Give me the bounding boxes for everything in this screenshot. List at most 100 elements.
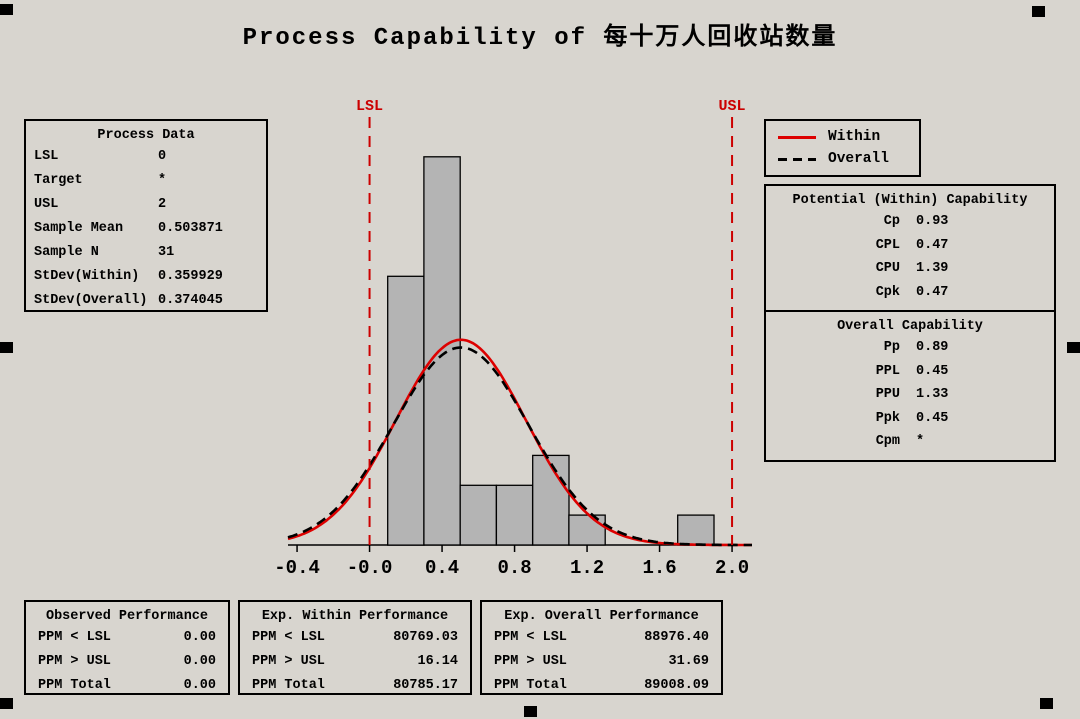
stat-row: PPU 1.33: [766, 383, 1054, 407]
x-tick-label: -0.4: [274, 557, 320, 579]
stat-row: PPM < LSL 0.00: [26, 626, 228, 650]
stat-label: LSL: [34, 149, 59, 164]
stat-row: Sample N 31: [26, 241, 266, 265]
resize-handle-mid-right[interactable]: [1067, 342, 1080, 353]
stat-value: 0.47: [916, 237, 949, 253]
stat-row: Cpk 0.47: [766, 281, 1054, 305]
stat-row: PPM Total 80785.17: [240, 674, 470, 698]
stat-value: 0.45: [916, 363, 949, 379]
within-capability-panel: Potential (Within) Capability Cp 0.93 CPL…: [764, 184, 1056, 312]
stat-value: 0.89: [916, 340, 949, 355]
stat-label: PPL: [875, 363, 900, 379]
x-tick-label: 2.0: [715, 557, 749, 579]
resize-handle-bottom-right[interactable]: [1040, 698, 1053, 709]
stat-row: StDev(Within) 0.359929: [26, 265, 266, 289]
histogram-bar: [532, 454, 570, 546]
within-line-sample-icon: [778, 135, 816, 139]
stat-row: CPU 1.39: [766, 257, 1054, 281]
stat-row: PPM > USL 16.14: [240, 650, 470, 674]
stat-row: PPM < LSL 80769.03: [240, 626, 470, 650]
x-tick-label: -0.0: [347, 557, 393, 579]
resize-handle-mid-left[interactable]: [0, 342, 13, 353]
stat-label: CPL: [875, 237, 900, 253]
stat-label: PPM Total: [252, 678, 325, 693]
stat-value: 88976.40: [644, 630, 709, 645]
stat-value: 0.503871: [158, 221, 223, 236]
exp-within-performance-panel: Exp. Within Performance PPM < LSL 80769.0…: [238, 600, 472, 695]
stat-label: Pp: [883, 340, 900, 355]
histogram-bar: [495, 484, 534, 546]
stat-label: PPM Total: [38, 678, 111, 693]
stat-label: Cp: [883, 214, 900, 229]
resize-handle-top-right[interactable]: [1032, 6, 1045, 17]
stat-label: PPM > USL: [38, 654, 111, 669]
overall-capability-panel: Overall Capability Pp 0.89 PPL 0.45 PPU 1.3…: [764, 310, 1056, 462]
process-data-panel: Process Data LSL 0 Target * USL 2 Sample Me…: [24, 119, 268, 312]
stat-label: Ppk: [875, 410, 900, 426]
histogram-bar: [459, 484, 498, 546]
stat-row: USL 2: [26, 193, 266, 217]
exp-overall-performance-panel: Exp. Overall Performance PPM < LSL 88976.…: [480, 600, 723, 695]
stat-value: 1.33: [916, 387, 949, 402]
stat-value: 2: [158, 197, 167, 212]
lsl-label: LSL: [356, 98, 383, 115]
usl-label: USL: [719, 98, 746, 115]
legend-item-within: Within: [778, 129, 919, 145]
stat-value: 0.47: [916, 284, 949, 300]
stat-row: PPM > USL 0.00: [26, 650, 228, 674]
stat-row: StDev(Overall) 0.374045: [26, 289, 266, 313]
x-tick-label: 1.2: [570, 557, 604, 579]
histogram-bar: [423, 156, 461, 546]
stat-value: 80769.03: [393, 630, 458, 645]
stat-label: PPM < LSL: [494, 630, 567, 645]
stat-label: StDev(Overall): [34, 293, 148, 308]
resize-handle-top-left[interactable]: [0, 4, 13, 15]
stat-value: 89008.09: [644, 678, 709, 693]
stat-label: CPU: [875, 261, 900, 276]
observed-performance-panel: Observed Performance PPM < LSL 0.00 PPM >…: [24, 600, 230, 695]
stat-row: PPL 0.45: [766, 360, 1054, 384]
stat-label: PPM Total: [494, 678, 567, 693]
resize-handle-bottom-left[interactable]: [0, 698, 13, 709]
stat-value: 0.374045: [158, 293, 223, 308]
stat-value: 0.93: [916, 214, 949, 229]
stat-value: 31.69: [668, 654, 709, 669]
stat-row: Cpm *: [766, 430, 1054, 454]
stat-row: Pp 0.89: [766, 336, 1054, 360]
stat-row: PPM < LSL 88976.40: [482, 626, 721, 650]
stat-row: CPL 0.47: [766, 234, 1054, 258]
process-data-title: Process Data: [97, 128, 195, 143]
stat-label: Sample Mean: [34, 221, 124, 236]
within-capability-title: Potential (Within) Capability: [792, 193, 1028, 208]
stat-value: 31: [158, 245, 175, 260]
stat-label: PPM > USL: [252, 654, 325, 669]
stat-value: 16.14: [417, 654, 458, 669]
stat-label: StDev(Within): [34, 269, 140, 284]
overall-capability-title: Overall Capability: [837, 319, 983, 334]
chart-title: Process Capability of 每十万人回收站数量: [242, 25, 838, 52]
stat-label: PPM > USL: [494, 654, 567, 669]
stat-value: 0.45: [916, 410, 949, 426]
stat-row: Ppk 0.45: [766, 407, 1054, 431]
legend: Within Overall: [764, 119, 921, 177]
stat-row: PPM Total 0.00: [26, 674, 228, 698]
stat-label: PPM < LSL: [252, 630, 325, 645]
legend-item-overall: Overall: [778, 151, 919, 167]
stat-value: 0.359929: [158, 269, 223, 284]
stat-label: Cpk: [875, 284, 900, 300]
stat-value: 0: [158, 149, 167, 164]
stat-label: PPM < LSL: [38, 630, 111, 645]
stat-row: Cp 0.93: [766, 210, 1054, 234]
histogram-bar: [387, 275, 425, 546]
stat-value: 0.00: [183, 678, 216, 693]
stat-value: 80785.17: [393, 678, 458, 693]
x-tick-label: 0.8: [497, 557, 531, 579]
x-tick-label: 1.6: [642, 557, 676, 579]
observed-performance-title: Observed Performance: [45, 609, 209, 624]
overall-curve: [287, 346, 752, 547]
resize-handle-bottom-center[interactable]: [524, 706, 537, 717]
stat-label: USL: [34, 197, 59, 212]
histogram-bar: [568, 514, 606, 546]
stat-value: 0.00: [183, 654, 216, 669]
